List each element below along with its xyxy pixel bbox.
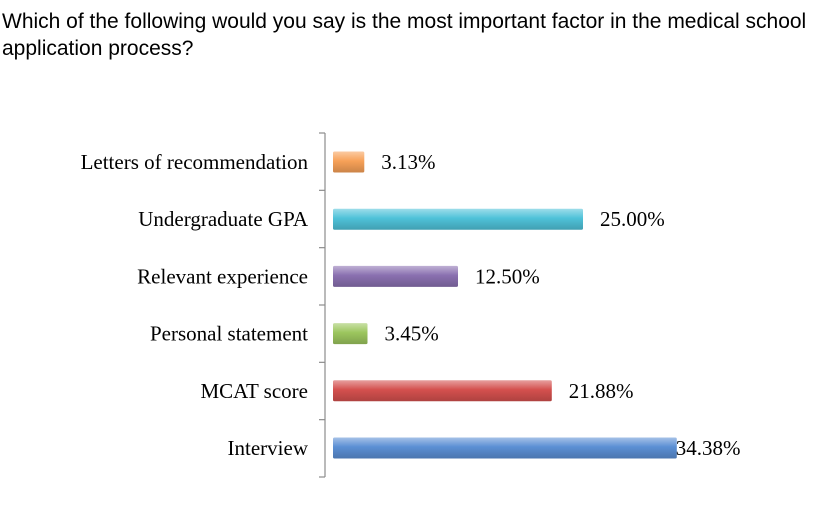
value-label: 34.38% (676, 436, 741, 460)
category-label: Undergraduate GPA (138, 207, 309, 231)
value-label: 25.00% (600, 207, 665, 231)
bar-2 (333, 208, 583, 230)
labels-group: Letters of recommendation 3.13% Undergradu… (81, 150, 741, 460)
category-label: MCAT score (200, 379, 308, 403)
bar-5 (333, 380, 552, 402)
category-label: Letters of recommendation (81, 150, 309, 174)
value-label: 3.45% (385, 322, 439, 346)
bar-6 (333, 437, 677, 459)
bar-3 (333, 265, 458, 287)
category-label: Relevant experience (137, 264, 308, 288)
category-label: Personal statement (150, 322, 308, 346)
bar-4 (333, 323, 368, 345)
question-title: Which of the following would you say is … (2, 10, 807, 60)
value-label: 21.88% (569, 379, 634, 403)
bar-1 (333, 151, 365, 173)
value-label: 12.50% (475, 264, 540, 288)
bars-group (333, 151, 677, 459)
value-label: 3.13% (381, 150, 435, 174)
category-label: Interview (228, 436, 309, 460)
chart-axis (319, 132, 326, 478)
